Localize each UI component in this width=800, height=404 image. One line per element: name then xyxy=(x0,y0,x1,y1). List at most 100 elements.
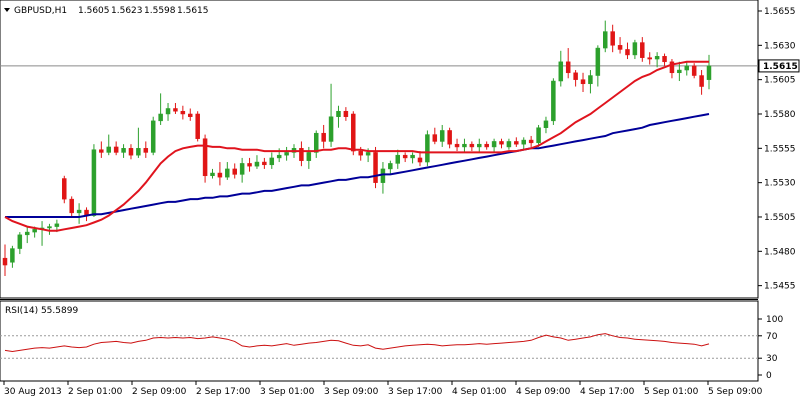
candle-body xyxy=(351,113,356,152)
candle xyxy=(173,102,178,114)
candle-body xyxy=(106,146,111,153)
candle xyxy=(99,141,104,158)
candle xyxy=(17,232,23,255)
candle xyxy=(91,144,97,217)
candle xyxy=(454,138,460,152)
rsi-header: RSI(14) 55.5899 xyxy=(5,306,78,316)
candle xyxy=(24,226,30,244)
candle xyxy=(610,24,615,53)
candle-body xyxy=(632,42,638,56)
candle-body xyxy=(543,120,549,128)
time-tick-label: 3 Sep 17:00 xyxy=(388,387,443,397)
candle-body xyxy=(565,61,571,74)
candle xyxy=(232,163,237,179)
candle xyxy=(165,102,171,121)
candle-body xyxy=(24,231,30,236)
candle xyxy=(469,141,475,152)
candle xyxy=(150,116,156,156)
candle-body xyxy=(573,72,578,80)
time-tick-label: 5 Sep 09:00 xyxy=(708,387,763,397)
candle-body xyxy=(328,116,334,142)
current-price-box xyxy=(758,59,800,73)
time-tick-label: 4 Sep 17:00 xyxy=(580,387,635,397)
time-tick-label: 3 Sep 01:00 xyxy=(260,387,315,397)
candle-body xyxy=(491,141,497,148)
candle-body xyxy=(47,226,52,229)
candle xyxy=(632,39,638,60)
candle xyxy=(188,108,193,121)
price-panel-frame xyxy=(0,0,759,299)
candle-body xyxy=(410,154,415,159)
candle xyxy=(62,175,67,204)
candle-body xyxy=(54,223,60,227)
candle xyxy=(388,160,393,175)
symbol-header: GBPUSD,H1 xyxy=(14,6,67,16)
candle xyxy=(284,146,289,161)
candle-body xyxy=(128,148,134,156)
candle-body xyxy=(469,143,475,148)
price-tick-label: 1.5555 xyxy=(764,144,796,154)
candle-body xyxy=(136,148,141,156)
time-tick-label: 2 Sep 17:00 xyxy=(196,387,251,397)
candle xyxy=(514,137,519,147)
candle xyxy=(477,138,482,153)
candle-body xyxy=(640,42,645,58)
candle xyxy=(640,37,645,62)
candle xyxy=(373,146,378,189)
candle xyxy=(558,50,564,87)
candle xyxy=(528,135,534,147)
candle-body xyxy=(91,149,97,216)
time-tick-label: 2 Sep 09:00 xyxy=(132,387,187,397)
candle xyxy=(677,61,682,82)
candle-body xyxy=(232,168,237,175)
candle xyxy=(432,127,438,145)
candle-body xyxy=(195,113,200,139)
candle-body xyxy=(180,110,186,115)
candle-body xyxy=(610,31,615,46)
candle xyxy=(76,203,82,224)
candle xyxy=(351,111,356,156)
candle-body xyxy=(677,69,682,74)
price-axis: 1.5655 1.5630 1.5605 1.5580 1.5555 1.5530 1.55… xyxy=(758,7,796,292)
fast-moving-average-line xyxy=(4,60,709,232)
dropdown-triangle-icon[interactable] xyxy=(4,8,10,12)
candle xyxy=(136,127,141,158)
candle-body xyxy=(276,154,282,159)
candle-body xyxy=(625,49,630,56)
candle xyxy=(625,42,630,60)
candle xyxy=(121,144,126,158)
price-tick-label: 1.5630 xyxy=(764,41,796,51)
price-tick-label: 1.5455 xyxy=(764,282,796,292)
candle-body xyxy=(536,127,541,144)
ohlc-low: 1.5598 xyxy=(144,6,176,16)
candle xyxy=(691,63,697,79)
candle xyxy=(543,116,549,134)
candle-body xyxy=(595,47,601,76)
candle xyxy=(462,138,467,153)
candle xyxy=(603,20,608,53)
candle-body xyxy=(588,75,593,85)
rsi-panel-frame xyxy=(0,300,759,382)
candle-body xyxy=(528,139,534,144)
candle xyxy=(328,83,334,147)
rsi-tick-label: 0 xyxy=(766,371,772,381)
candle-body xyxy=(247,163,252,167)
candle xyxy=(647,52,652,65)
candle xyxy=(662,53,667,66)
candle-body xyxy=(2,257,8,266)
candle xyxy=(180,105,186,120)
candle-body xyxy=(603,31,608,49)
candle-body xyxy=(121,148,126,153)
candle-body xyxy=(669,61,675,74)
candle xyxy=(617,37,623,54)
candle-body xyxy=(580,79,586,85)
candle-body xyxy=(150,120,156,153)
ohlc-open: 1.5605 xyxy=(78,6,110,16)
candle-body xyxy=(521,139,526,145)
candle xyxy=(217,162,223,186)
candle-body xyxy=(447,130,452,145)
candle xyxy=(684,61,690,76)
candle xyxy=(447,127,452,149)
candle xyxy=(143,141,149,158)
